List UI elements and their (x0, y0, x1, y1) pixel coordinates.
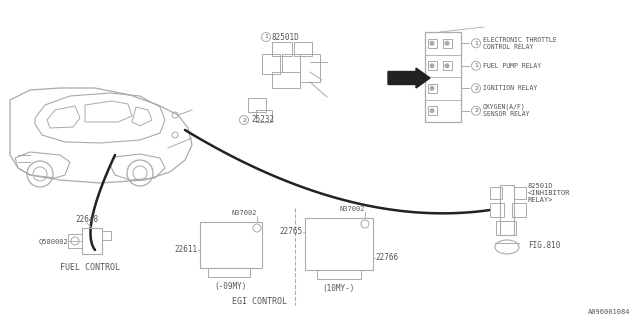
Bar (282, 54, 300, 72)
Text: FUEL CONTROL: FUEL CONTROL (60, 263, 120, 273)
Circle shape (445, 63, 449, 68)
Bar (294, 42, 312, 56)
Circle shape (429, 41, 435, 46)
Text: 22611: 22611 (175, 245, 198, 254)
Bar (272, 42, 292, 56)
Circle shape (445, 41, 449, 46)
Text: (10MY-): (10MY-) (323, 284, 355, 292)
Text: 25232: 25232 (251, 116, 274, 124)
Text: 1: 1 (474, 41, 478, 46)
Text: N37002: N37002 (339, 206, 365, 212)
Bar (490, 187, 502, 199)
Circle shape (429, 63, 435, 68)
Text: IGNITION RELAY: IGNITION RELAY (483, 85, 537, 91)
Bar (208, 268, 250, 277)
Bar (496, 221, 516, 235)
Bar (428, 106, 437, 115)
Bar (490, 203, 504, 217)
Bar (82, 228, 102, 254)
Bar (428, 39, 437, 48)
Text: 82501D
<INHIBITOR
RELAY>: 82501D <INHIBITOR RELAY> (528, 183, 570, 203)
Text: 2: 2 (474, 108, 478, 113)
Bar (305, 218, 373, 270)
Text: FIG.810: FIG.810 (528, 241, 561, 250)
Bar (425, 32, 461, 122)
Text: (-09MY): (-09MY) (215, 282, 247, 291)
Text: 1: 1 (474, 63, 478, 68)
Bar (317, 270, 361, 279)
Text: 1: 1 (264, 35, 268, 39)
Text: 2: 2 (474, 86, 478, 91)
Text: N37002: N37002 (232, 210, 257, 216)
Bar (102, 231, 111, 240)
Text: 22648: 22648 (76, 215, 99, 225)
Text: 2: 2 (242, 117, 246, 123)
Bar (443, 39, 452, 48)
Text: Q580002: Q580002 (38, 238, 68, 244)
Bar (428, 61, 437, 70)
Bar (272, 72, 300, 88)
Bar (248, 98, 266, 112)
Text: ELECTRONIC THROTTLE
CONTROL RELAY: ELECTRONIC THROTTLE CONTROL RELAY (483, 37, 557, 50)
Bar (443, 61, 452, 70)
Text: FUEL PUMP RELAY: FUEL PUMP RELAY (483, 63, 541, 69)
Text: 22766: 22766 (375, 253, 398, 262)
Circle shape (429, 108, 435, 113)
Bar (500, 185, 514, 235)
Text: A096001084: A096001084 (588, 309, 630, 315)
Text: 82501D: 82501D (272, 33, 300, 42)
Circle shape (429, 86, 435, 91)
Bar (262, 54, 280, 74)
Bar (200, 222, 262, 268)
FancyArrow shape (388, 68, 430, 88)
Bar (514, 187, 526, 199)
Bar (68, 234, 82, 248)
Bar (512, 203, 526, 217)
Text: 22765: 22765 (280, 228, 303, 236)
Text: EGI CONTROL: EGI CONTROL (232, 298, 287, 307)
Text: OXYGEN(A/F)
SENSOR RELAY: OXYGEN(A/F) SENSOR RELAY (483, 104, 529, 117)
Bar (300, 54, 320, 82)
Bar (256, 110, 272, 122)
Bar (428, 84, 437, 93)
